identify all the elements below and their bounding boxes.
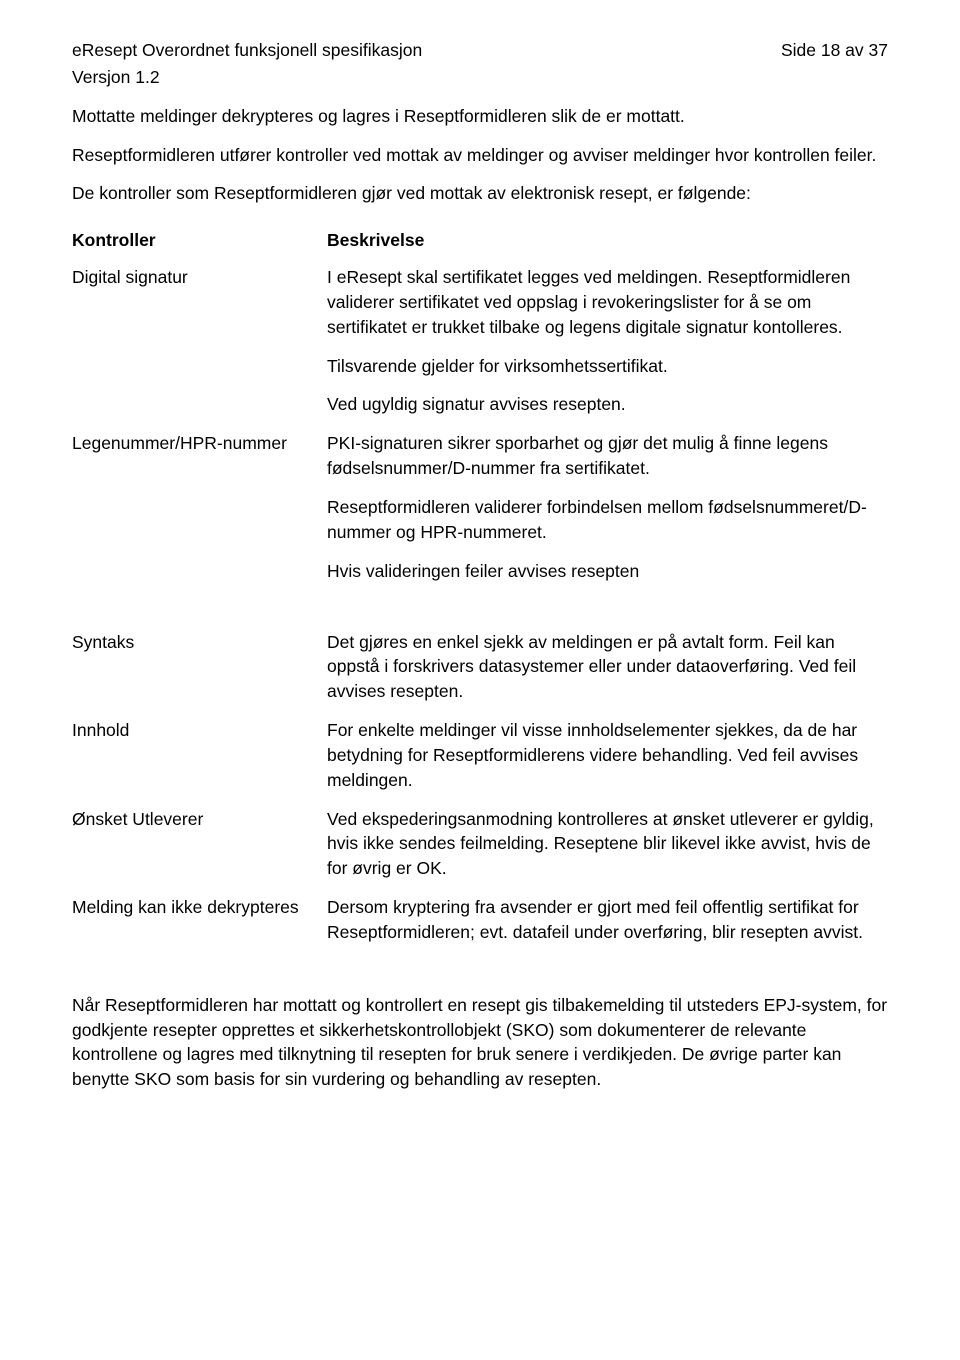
doc-title: eResept Overordnet funksjonell spesifika…	[72, 38, 422, 63]
table-row: Melding kan ikke dekrypteres Dersom kryp…	[72, 895, 888, 959]
table-row: Digital signatur I eResept skal sertifik…	[72, 265, 888, 431]
desc-text: Dersom kryptering fra avsender er gjort …	[327, 895, 888, 945]
table-row: Innhold For enkelte meldinger vil visse …	[72, 718, 888, 807]
table-row: Legenummer/HPR-nummer PKI-signaturen sik…	[72, 431, 888, 597]
desc-text: Tilsvarende gjelder for virksomhetsserti…	[327, 354, 888, 379]
intro-paragraph: De kontroller som Reseptformidleren gjør…	[72, 181, 888, 206]
intro-paragraph: Mottatte meldinger dekrypteres og lagres…	[72, 104, 888, 129]
doc-version: Versjon 1.2	[72, 65, 888, 90]
page-number: Side 18 av 37	[781, 38, 888, 63]
row-description: Ved ekspederingsanmodning kontrolleres a…	[327, 807, 888, 896]
desc-text: I eResept skal sertifikatet legges ved m…	[327, 265, 888, 340]
table-row: Syntaks Det gjøres en enkel sjekk av mel…	[72, 630, 888, 719]
desc-text: Det gjøres en enkel sjekk av meldingen e…	[327, 630, 888, 705]
row-label: Ønsket Utleverer	[72, 807, 327, 832]
row-label: Digital signatur	[72, 265, 327, 290]
row-description: Dersom kryptering fra avsender er gjort …	[327, 895, 888, 959]
desc-text: Reseptformidleren validerer forbindelsen…	[327, 495, 888, 545]
row-label: Innhold	[72, 718, 327, 743]
desc-text: Hvis valideringen feiler avvises resepte…	[327, 559, 888, 584]
row-label: Syntaks	[72, 630, 327, 655]
row-label: Melding kan ikke dekrypteres	[72, 895, 327, 920]
row-description: I eResept skal sertifikatet legges ved m…	[327, 265, 888, 431]
intro-section: Mottatte meldinger dekrypteres og lagres…	[72, 104, 888, 207]
controls-table: Kontroller Beskrivelse Digital signatur …	[72, 228, 888, 959]
row-description: Det gjøres en enkel sjekk av meldingen e…	[327, 630, 888, 719]
row-label: Legenummer/HPR-nummer	[72, 431, 327, 456]
intro-paragraph: Reseptformidleren utfører kontroller ved…	[72, 143, 888, 168]
page-header: eResept Overordnet funksjonell spesifika…	[72, 38, 888, 63]
row-description: PKI-signaturen sikrer sporbarhet og gjør…	[327, 431, 888, 597]
row-description: For enkelte meldinger vil visse innholds…	[327, 718, 888, 807]
desc-text: Ved ekspederingsanmodning kontrolleres a…	[327, 807, 888, 882]
table-header-row: Kontroller Beskrivelse	[72, 228, 888, 253]
col-header-beskrivelse: Beskrivelse	[327, 228, 888, 253]
desc-text: PKI-signaturen sikrer sporbarhet og gjør…	[327, 431, 888, 481]
desc-text: Ved ugyldig signatur avvises resepten.	[327, 392, 888, 417]
desc-text: For enkelte meldinger vil visse innholds…	[327, 718, 888, 793]
table-row: Ønsket Utleverer Ved ekspederingsanmodni…	[72, 807, 888, 896]
col-header-kontroller: Kontroller	[72, 228, 327, 253]
footer-paragraph: Når Reseptformidleren har mottatt og kon…	[72, 993, 888, 1092]
footer-section: Når Reseptformidleren har mottatt og kon…	[72, 993, 888, 1092]
